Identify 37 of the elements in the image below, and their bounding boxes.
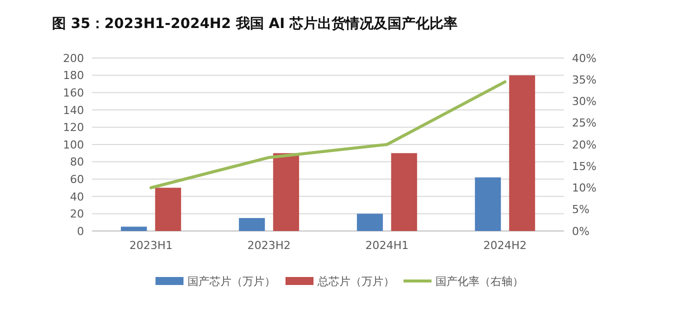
legend-label: 国产芯片（万片） [188, 274, 276, 288]
y2-tick-label: 5% [572, 203, 590, 216]
bar [238, 218, 265, 231]
y-tick-label: 200 [63, 52, 84, 65]
y-tick-label: 160 [63, 86, 84, 100]
bar [273, 153, 300, 231]
y-tick-label: 120 [63, 121, 84, 134]
x-tick-label: 2024H2 [483, 239, 527, 252]
legend-label: 国产化率（右轴） [436, 274, 524, 288]
y2-tick-label: 35% [572, 73, 596, 86]
chart-title: 图 35：2023H1-2024H2 我国 AI 芯片出货情况及国产化比率 [52, 15, 458, 32]
y2-tick-label: 10% [572, 182, 596, 195]
bar [391, 153, 418, 231]
y2-tick-label: 25% [572, 116, 596, 130]
bar [120, 226, 147, 231]
legend-label: 总芯片（万片） [316, 274, 394, 288]
y-tick-label: 140 [63, 104, 84, 117]
line-series [150, 80, 506, 190]
y-tick-label: 180 [63, 69, 84, 82]
x-tick-label: 2024H1 [365, 239, 409, 252]
y-tick-label: 100 [63, 138, 84, 152]
y-tick-label: 40 [70, 190, 84, 204]
y-tick-label: 20 [70, 208, 84, 221]
x-tick-label: 2023H1 [129, 239, 173, 252]
y-tick-label: 60 [70, 172, 84, 186]
bar [474, 177, 501, 231]
bar [356, 214, 383, 231]
y2-tick-label: 0% [572, 224, 590, 238]
y2-tick-label: 30% [572, 95, 596, 108]
y2-tick-label: 15% [572, 160, 596, 173]
y-tick-label: 80 [70, 156, 84, 169]
bar [509, 75, 536, 231]
y2-tick-label: 40% [572, 52, 596, 65]
y-tick-label: 0 [77, 224, 84, 238]
bar [155, 188, 182, 231]
x-tick-label: 2023H2 [247, 239, 291, 252]
y2-tick-label: 20% [572, 138, 596, 152]
